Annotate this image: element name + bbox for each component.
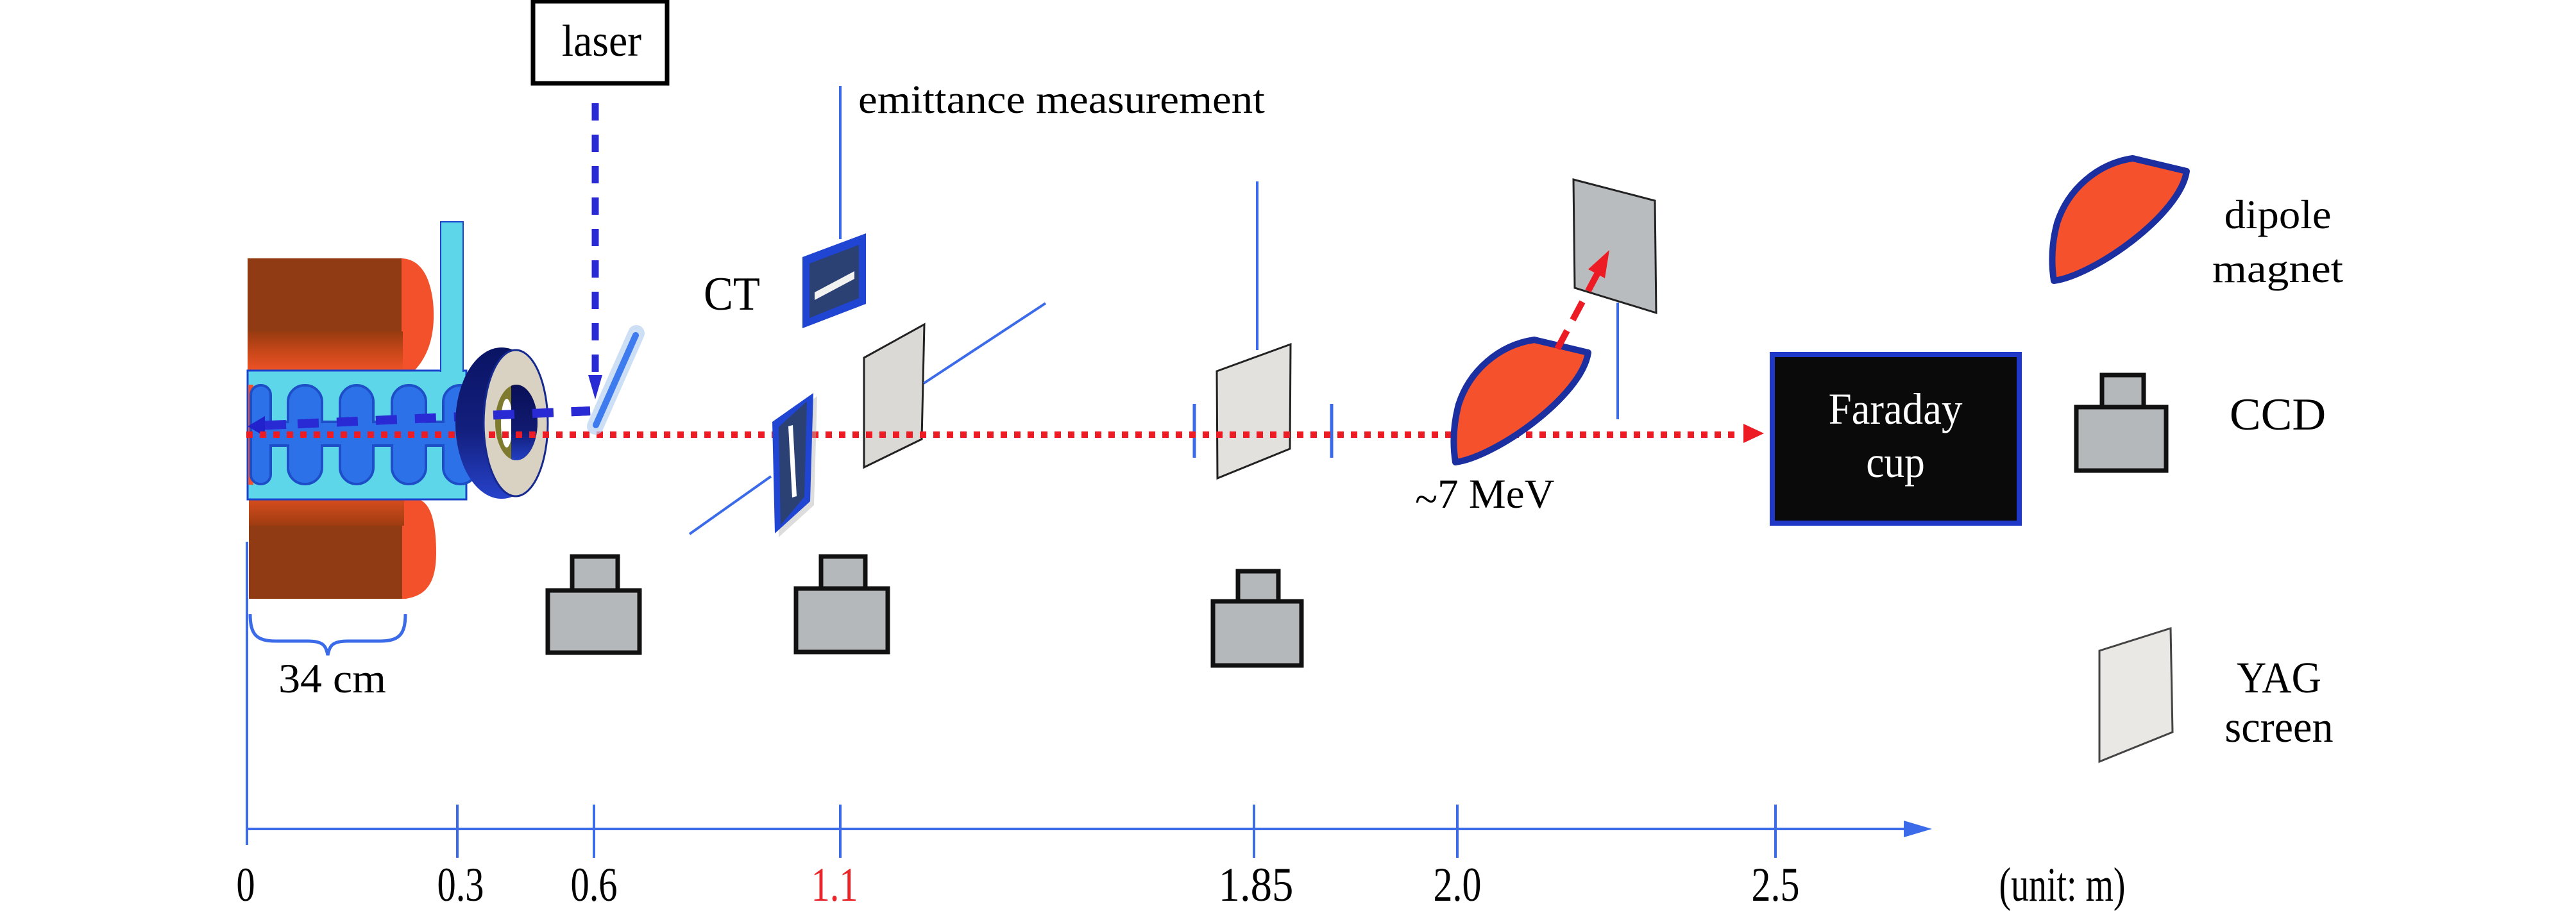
svg-text:CT: CT	[704, 268, 760, 321]
svg-text:0.6: 0.6	[570, 858, 617, 911]
svg-text:(unit: m): (unit: m)	[1999, 858, 2125, 911]
svg-text:0.3: 0.3	[437, 858, 484, 911]
svg-text:~7 MeV: ~7 MeV	[1415, 471, 1555, 522]
svg-text:YAG: YAG	[2237, 654, 2321, 703]
svg-text:cup: cup	[1866, 439, 1925, 487]
svg-text:1.85: 1.85	[1219, 859, 1294, 911]
svg-text:magnet: magnet	[2212, 247, 2344, 291]
svg-text:emittance measurement: emittance measurement	[858, 78, 1265, 121]
svg-text:CCD: CCD	[2230, 389, 2326, 440]
svg-text:0: 0	[236, 858, 255, 911]
svg-text:2.5: 2.5	[1752, 858, 1800, 911]
svg-text:1.1: 1.1	[811, 858, 858, 911]
svg-text:34 cm: 34 cm	[278, 656, 386, 701]
svg-text:laser: laser	[562, 15, 642, 65]
svg-text:2.0: 2.0	[1434, 858, 1482, 911]
svg-text:dipole: dipole	[2224, 193, 2332, 238]
svg-text:Faraday: Faraday	[1829, 385, 1963, 433]
svg-text:screen: screen	[2224, 703, 2333, 752]
